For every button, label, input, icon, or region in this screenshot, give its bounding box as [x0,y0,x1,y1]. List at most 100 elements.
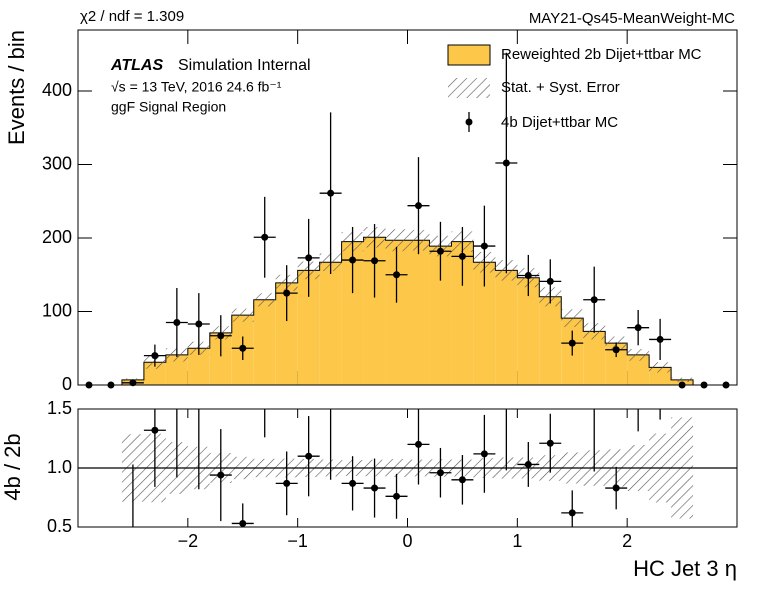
histogram-bar [407,240,430,385]
histogram-bar [187,348,210,385]
histogram-bar [451,241,474,385]
data-point [414,202,422,210]
y-tick-label: 0.5 [47,516,72,536]
ratio-point [393,492,401,500]
data-point [305,254,313,262]
annotation: √s = 13 TeV, 2016 24.6 fb⁻¹ [111,79,282,95]
ratio-point [414,440,422,448]
chart-title: MAY21-Qs45-MeanWeight-MC [529,10,735,27]
legend-swatch [448,78,490,98]
y-tick-label: 200 [42,227,72,247]
y-axis-label: Events / bin [4,30,29,145]
ratio-y-axis-label: 4b / 2b [0,433,25,500]
data-point [524,271,532,279]
error-band [671,377,694,383]
ratio-point [458,476,466,484]
ratio-point [546,439,554,447]
data-point [546,277,554,285]
data-point [195,320,203,328]
histogram-bar [473,262,496,385]
y-tick-label: 400 [42,80,72,100]
ratio-point [371,484,379,492]
error-band [561,309,584,327]
histogram-bar [297,270,320,385]
ratio-point [657,278,664,285]
main-frame [77,29,738,386]
data-point [217,332,225,340]
data-point [612,346,620,354]
y-tick-label: 300 [42,153,72,173]
ratio-point [480,450,488,458]
data-point [480,242,488,250]
data-point [656,335,664,343]
x-tick-label: −1 [287,531,308,551]
data-point [590,296,598,304]
ratio-point [129,532,136,539]
histogram-bar [495,270,518,385]
ratio-point [217,471,225,479]
data-point [283,289,291,297]
ratio-point [436,469,444,477]
x-tick-label: 0 [402,531,412,551]
histogram-bar [583,331,606,385]
data-point [458,252,466,260]
ratio-point [591,395,598,402]
histogram-bar [539,296,562,385]
x-tick-label: 1 [512,531,522,551]
error-band [385,229,408,252]
histogram-bar [363,237,386,385]
data-point [239,344,247,352]
data-point [327,189,335,197]
x-axis-label: HC Jet 3 η [633,556,737,581]
ratio-point [327,398,334,405]
histogram-bar [605,343,628,385]
ratio-frame [77,408,738,528]
histogram-bar [253,299,276,385]
ratio-point [283,479,291,487]
data-point [261,233,269,241]
ratio-point [612,484,620,492]
ratio-point [151,426,159,434]
main-plot: 0 100 200 300 400 [42,30,737,394]
histogram-bar [627,354,650,385]
error-band [627,348,650,361]
histogram-bar [385,240,408,385]
data-point [634,324,642,332]
histogram-bar [517,277,540,385]
y-tick-label: 100 [42,300,72,320]
ratio-point [568,509,576,517]
legend-swatch [465,118,473,126]
ratio-point [195,387,202,394]
data-point [349,256,357,264]
ratio-point [524,460,532,468]
ratio-point [679,583,686,590]
error-band [231,308,254,322]
data-point [502,159,510,167]
histogram-bar [319,262,342,385]
histogram-bar [341,241,364,385]
histogram-bar [275,282,298,385]
ratio-point [239,519,247,527]
ratio-point [305,452,313,460]
y-tick-label: 1.5 [47,398,72,418]
data-point [151,352,159,360]
histogram-bar [165,354,188,385]
data-point [371,257,379,265]
annotation: ggF Signal Region [111,99,226,115]
x-tick-label: 2 [622,531,632,551]
legend-label: Stat. + Syst. Error [501,79,620,96]
data-point [436,247,444,255]
histogram-bar [429,246,452,385]
error-band [253,293,276,307]
chi2-label: χ2 / ndf = 1.309 [80,8,184,25]
data-point [568,339,576,347]
histogram-bar [209,332,232,385]
y-tick-label: 0 [62,374,72,394]
legend-label: Reweighted 2b Dijet+ttbar MC [501,46,702,63]
y-tick-label: 1.0 [47,457,72,477]
data-point [173,319,181,327]
legend-swatch [447,44,491,66]
legend-label: 4b Dijet+ttbar MC [501,114,618,131]
x-tick-label: −2 [178,531,199,551]
